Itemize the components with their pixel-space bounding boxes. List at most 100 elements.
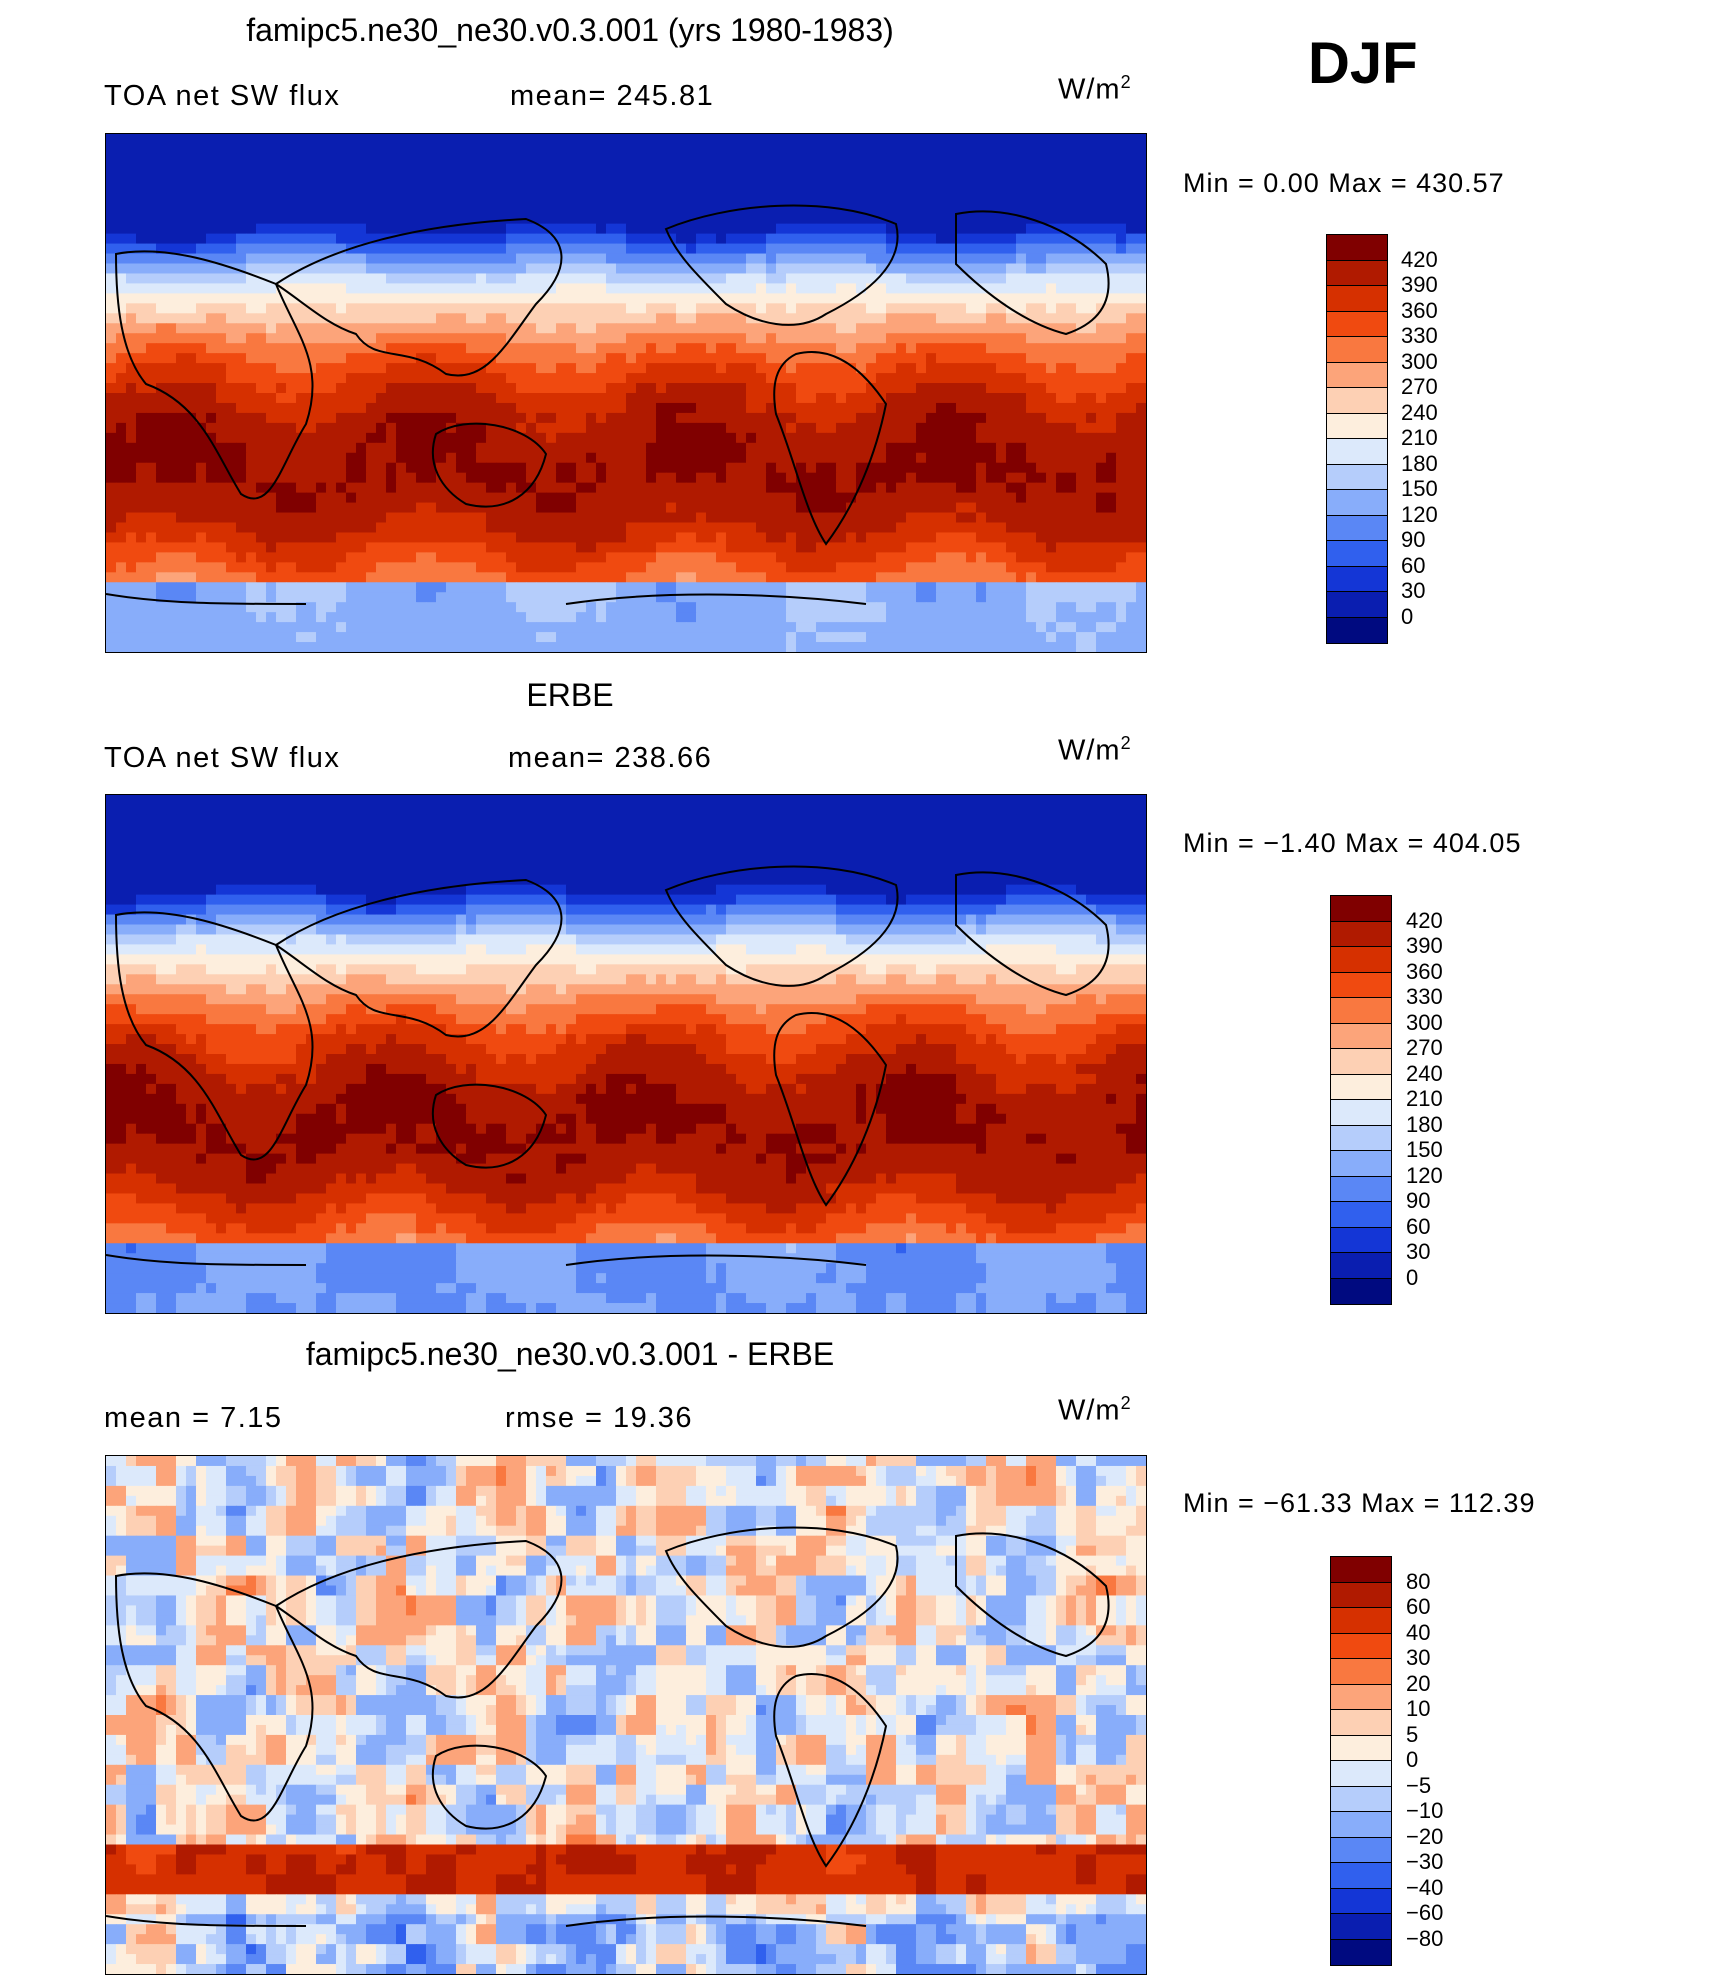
min-max-label: Min = −1.40 Max = 404.05 <box>1183 828 1522 858</box>
map-field <box>106 795 1146 1313</box>
colorbar-segment <box>1327 617 1387 643</box>
colorbar-segment <box>1331 1176 1391 1202</box>
colorbar-tick-label: 90 <box>1401 527 1426 552</box>
panel-title: ERBE <box>526 677 614 713</box>
colorbar-segment <box>1327 515 1387 541</box>
unit-label: W/m2 <box>1058 72 1132 106</box>
colorbar <box>1330 1556 1392 1966</box>
colorbar-tick-label: −40 <box>1406 1874 1444 1900</box>
colorbar-segment <box>1331 1735 1391 1761</box>
colorbar-tick-label: 5 <box>1406 1721 1419 1747</box>
colorbar-segment <box>1331 1125 1391 1151</box>
colorbar-tick-label: 30 <box>1401 578 1426 603</box>
colorbar-segment <box>1327 286 1387 312</box>
colorbar-segment <box>1331 1100 1391 1126</box>
colorbar-segment <box>1327 362 1387 388</box>
colorbar-tick-label: −60 <box>1406 1900 1444 1925</box>
colorbar-tick-label: 60 <box>1406 1213 1431 1239</box>
variable-label: TOA net SW flux <box>104 80 341 112</box>
colorbar-segment <box>1327 413 1387 439</box>
mean-label: mean= 245.81 <box>510 80 715 112</box>
map-field <box>106 1456 1146 1974</box>
colorbar-segment <box>1331 1608 1391 1634</box>
colorbar-tick-label: 360 <box>1406 958 1443 984</box>
min-max-label: Min = 0.00 Max = 430.57 <box>1183 168 1505 198</box>
colorbar-segment <box>1327 337 1387 363</box>
colorbar-tick-label: 60 <box>1406 1594 1431 1619</box>
colorbar-segment <box>1327 566 1387 592</box>
colorbar-tick-label: 0 <box>1406 1747 1419 1772</box>
colorbar-tick-label: 300 <box>1401 348 1438 374</box>
colorbar-tick-label: 30 <box>1406 1239 1431 1264</box>
season-label: DJF <box>1308 31 1418 96</box>
colorbar-tick-label: 120 <box>1401 501 1438 527</box>
variable-label: TOA net SW flux <box>104 742 341 774</box>
colorbar-segment <box>1327 388 1387 414</box>
colorbar-tick-label: 20 <box>1406 1670 1431 1696</box>
colorbar-tick-label: 300 <box>1406 1009 1443 1035</box>
colorbar-segment <box>1331 972 1391 998</box>
colorbar-segment <box>1327 541 1387 567</box>
colorbar-segment <box>1331 1151 1391 1177</box>
colorbar-segment <box>1331 1278 1391 1304</box>
colorbar-tick-label: 420 <box>1406 907 1443 933</box>
colorbar-tick-label: 360 <box>1401 297 1438 323</box>
colorbar-segment <box>1327 311 1387 337</box>
unit-label: W/m2 <box>1058 1393 1132 1427</box>
colorbar-tick-label: 0 <box>1406 1264 1419 1290</box>
colorbar-tick-label: −30 <box>1406 1849 1444 1874</box>
map-panel <box>105 133 1147 653</box>
colorbar-segment <box>1327 490 1387 516</box>
colorbar-tick-label: 330 <box>1406 984 1443 1009</box>
colorbar-segment <box>1331 1863 1391 1889</box>
colorbar <box>1326 234 1388 644</box>
colorbar-segment <box>1327 439 1387 465</box>
colorbar-segment <box>1331 896 1391 922</box>
colorbar-segment <box>1331 1659 1391 1685</box>
colorbar-tick-label: 150 <box>1401 476 1438 501</box>
colorbar-tick-label: 90 <box>1406 1188 1431 1213</box>
colorbar-segment <box>1331 1633 1391 1659</box>
colorbar-segment <box>1331 1557 1391 1583</box>
colorbar-segment <box>1331 1710 1391 1736</box>
colorbar-tick-label: 210 <box>1401 425 1438 450</box>
colorbar-segment <box>1327 235 1387 261</box>
colorbar-segment <box>1331 998 1391 1024</box>
colorbar-tick-label: 80 <box>1406 1568 1431 1594</box>
colorbar-tick-label: 330 <box>1401 323 1438 348</box>
colorbar-segment <box>1331 1837 1391 1863</box>
colorbar-tick-label: 0 <box>1401 603 1414 629</box>
colorbar-tick-label: 150 <box>1406 1137 1443 1162</box>
unit-label: W/m2 <box>1058 733 1132 767</box>
colorbar-tick-label: 210 <box>1406 1086 1443 1111</box>
colorbar-segment <box>1331 1074 1391 1100</box>
colorbar-segment <box>1331 1812 1391 1838</box>
colorbar-segment <box>1331 1914 1391 1940</box>
mean-label: mean = 7.15 <box>104 1402 283 1434</box>
map-panel <box>105 794 1147 1314</box>
min-max-label: Min = −61.33 Max = 112.39 <box>1183 1488 1536 1518</box>
colorbar-tick-label: −20 <box>1406 1823 1444 1849</box>
colorbar-segment <box>1331 1684 1391 1710</box>
colorbar-tick-label: 240 <box>1401 399 1438 425</box>
colorbar-tick-label: 390 <box>1406 933 1443 958</box>
colorbar-segment <box>1331 1023 1391 1049</box>
colorbar-segment <box>1331 1888 1391 1914</box>
colorbar-segment <box>1331 1761 1391 1787</box>
colorbar-tick-label: 40 <box>1406 1619 1431 1645</box>
colorbar-tick-label: 420 <box>1401 246 1438 272</box>
colorbar-segment <box>1327 592 1387 618</box>
colorbar-tick-label: 120 <box>1406 1162 1443 1188</box>
colorbar-tick-label: 270 <box>1406 1035 1443 1060</box>
panel-title: famipc5.ne30_ne30.v0.3.001 - ERBE <box>305 1336 835 1372</box>
colorbar <box>1330 895 1392 1305</box>
colorbar-segment <box>1327 260 1387 286</box>
map-field <box>106 134 1146 652</box>
panel-title: famipc5.ne30_ne30.v0.3.001 (yrs 1980-198… <box>246 12 894 48</box>
colorbar-tick-label: 270 <box>1401 374 1438 399</box>
colorbar-tick-label: −5 <box>1406 1772 1432 1798</box>
colorbar-tick-label: 180 <box>1401 450 1438 476</box>
colorbar-segment <box>1331 1253 1391 1279</box>
colorbar-segment <box>1327 464 1387 490</box>
colorbar-tick-label: 10 <box>1406 1696 1431 1721</box>
